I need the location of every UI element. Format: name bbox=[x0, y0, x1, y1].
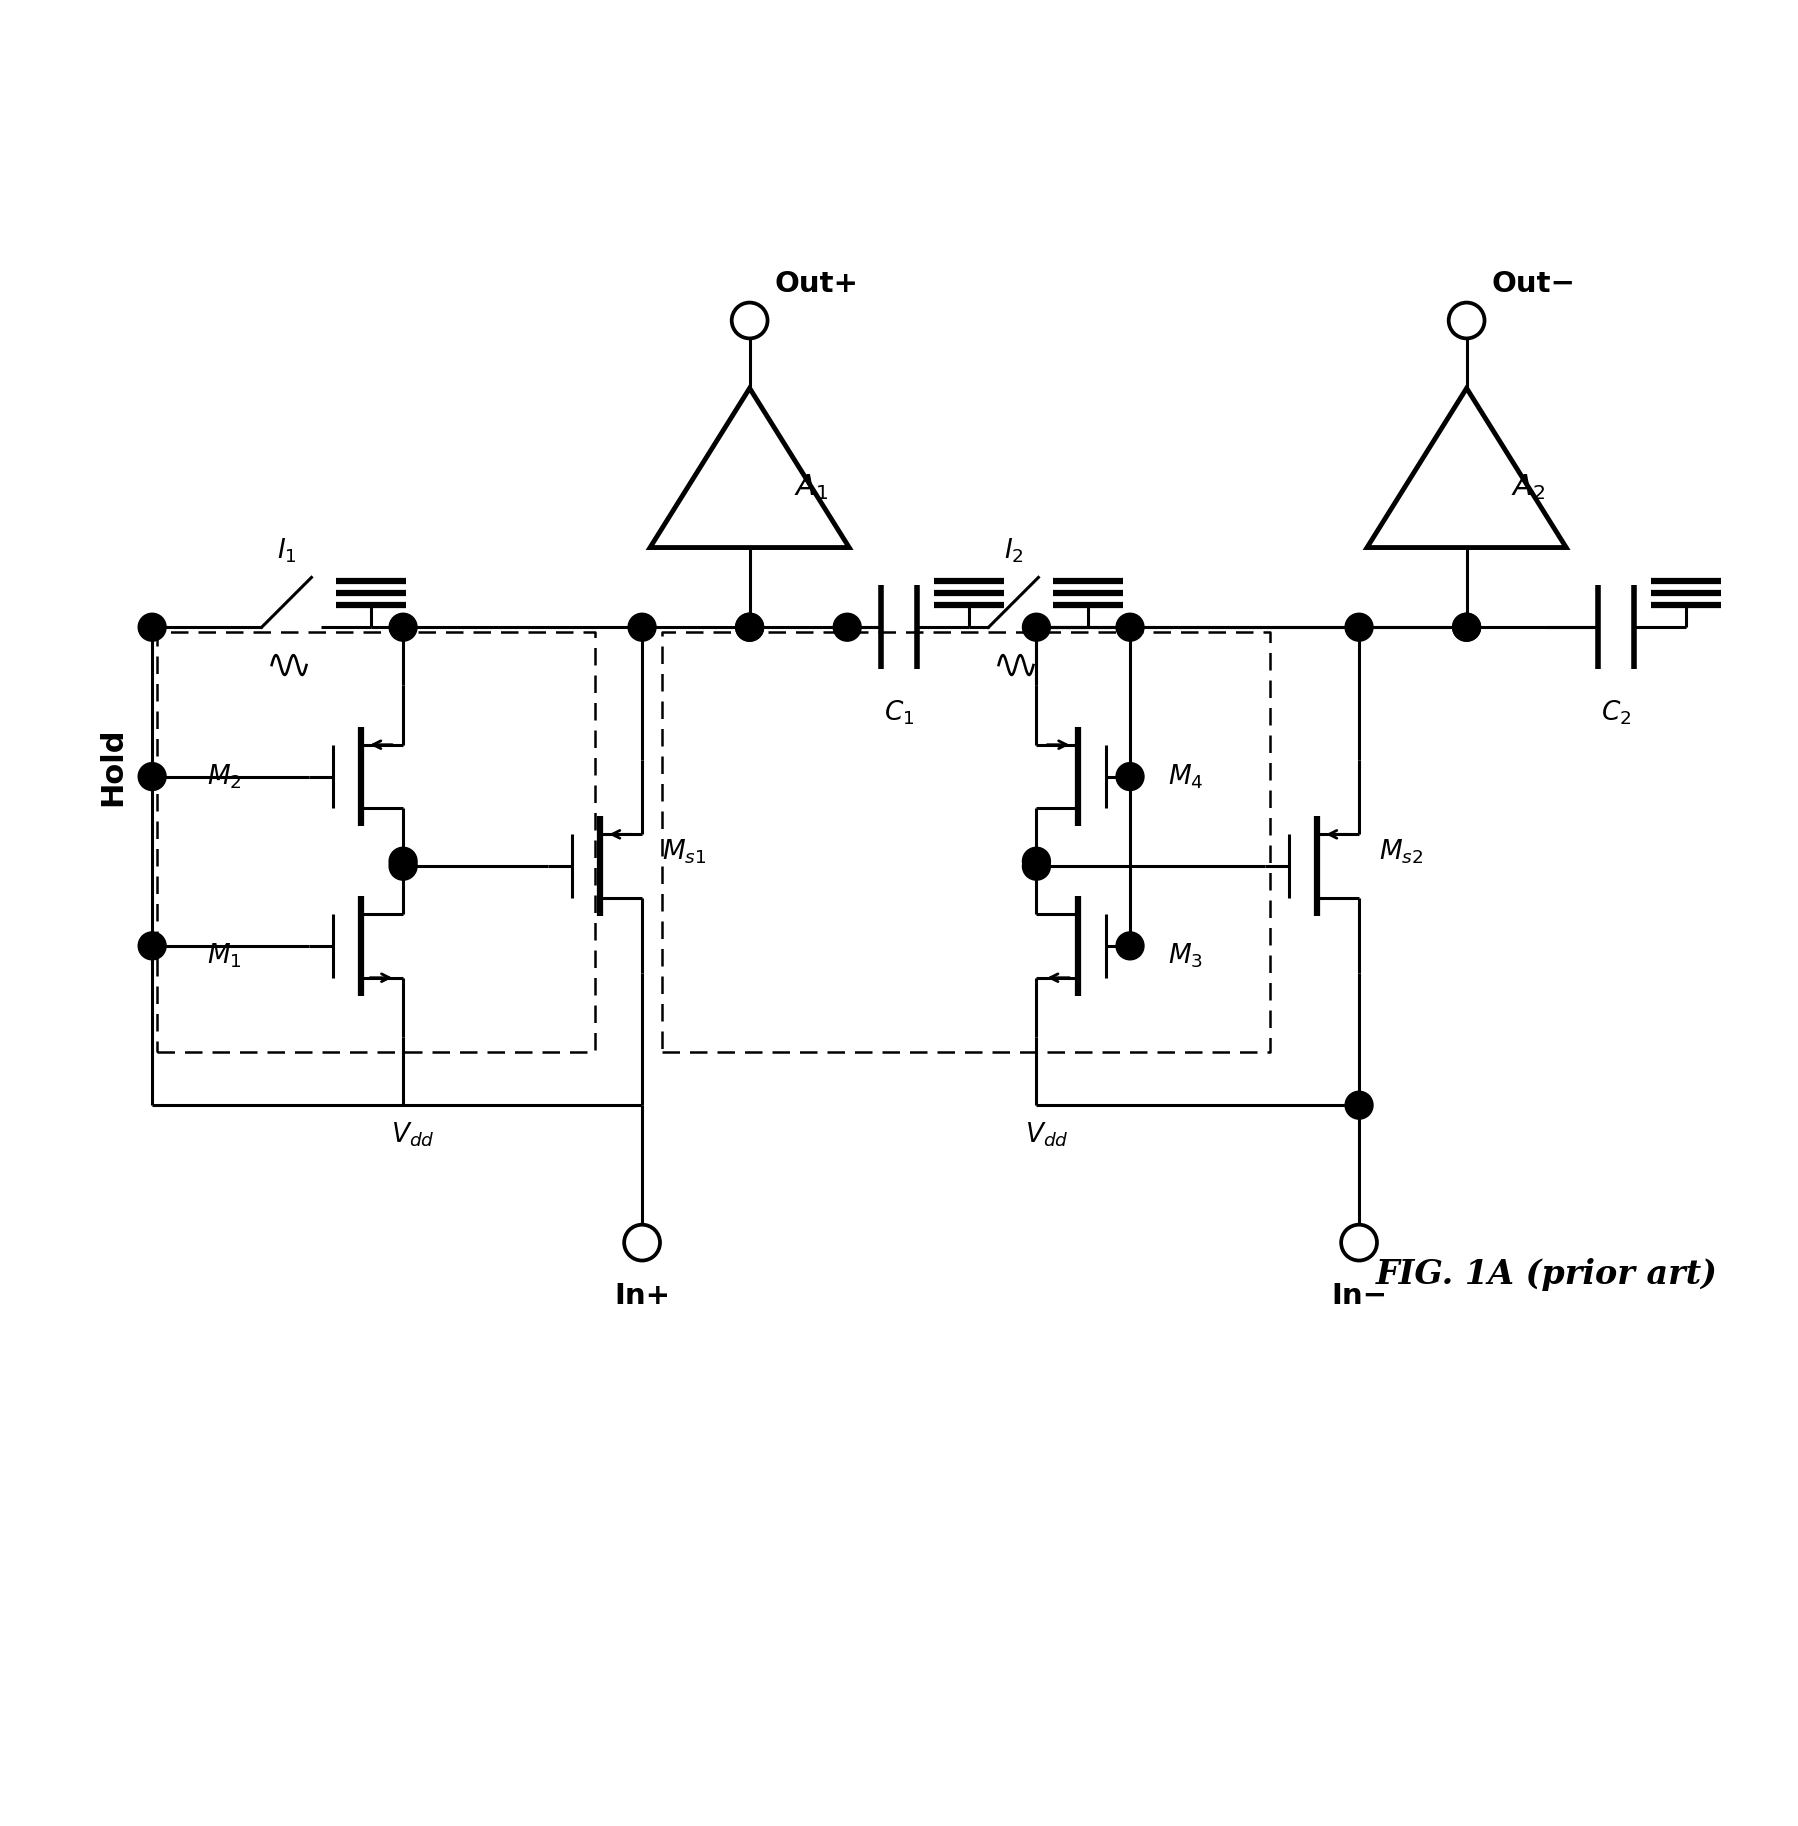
Circle shape bbox=[138, 614, 165, 641]
Text: $M_2$: $M_2$ bbox=[207, 761, 241, 791]
Circle shape bbox=[1117, 614, 1144, 641]
Text: FIG. 1A (prior art): FIG. 1A (prior art) bbox=[1375, 1258, 1717, 1291]
Text: $C_2$: $C_2$ bbox=[1600, 699, 1631, 727]
Text: $M_{s1}$: $M_{s1}$ bbox=[662, 836, 707, 866]
Circle shape bbox=[628, 614, 656, 641]
Circle shape bbox=[388, 847, 417, 875]
Text: Hold: Hold bbox=[99, 727, 128, 805]
Circle shape bbox=[735, 614, 764, 641]
Text: In−: In− bbox=[1331, 1282, 1386, 1311]
Circle shape bbox=[388, 853, 417, 880]
Text: $M_3$: $M_3$ bbox=[1169, 942, 1203, 970]
Circle shape bbox=[1117, 931, 1144, 960]
Circle shape bbox=[1345, 1092, 1374, 1119]
Text: Out−: Out− bbox=[1492, 270, 1575, 298]
Text: Out+: Out+ bbox=[775, 270, 858, 298]
Text: $V_{dd}$: $V_{dd}$ bbox=[392, 1119, 435, 1149]
Circle shape bbox=[388, 614, 417, 641]
Text: $I_1$: $I_1$ bbox=[277, 537, 297, 566]
Text: In+: In+ bbox=[615, 1282, 671, 1311]
Circle shape bbox=[1023, 847, 1050, 875]
Circle shape bbox=[1345, 614, 1374, 641]
Text: $V_{dd}$: $V_{dd}$ bbox=[1025, 1119, 1068, 1149]
Circle shape bbox=[1023, 614, 1050, 641]
Text: $C_1$: $C_1$ bbox=[885, 699, 913, 727]
Circle shape bbox=[1453, 614, 1480, 641]
Text: $M_1$: $M_1$ bbox=[207, 942, 241, 970]
Text: $I_2$: $I_2$ bbox=[1003, 537, 1023, 566]
Circle shape bbox=[1117, 763, 1144, 791]
Circle shape bbox=[735, 614, 764, 641]
Circle shape bbox=[138, 931, 165, 960]
Circle shape bbox=[832, 614, 861, 641]
Text: $A_2$: $A_2$ bbox=[1512, 473, 1546, 502]
Circle shape bbox=[1453, 614, 1480, 641]
Text: $M_{s2}$: $M_{s2}$ bbox=[1379, 836, 1424, 866]
Circle shape bbox=[1023, 853, 1050, 880]
Text: $A_1$: $A_1$ bbox=[795, 473, 829, 502]
Circle shape bbox=[138, 763, 165, 791]
Text: $M_4$: $M_4$ bbox=[1169, 761, 1203, 791]
